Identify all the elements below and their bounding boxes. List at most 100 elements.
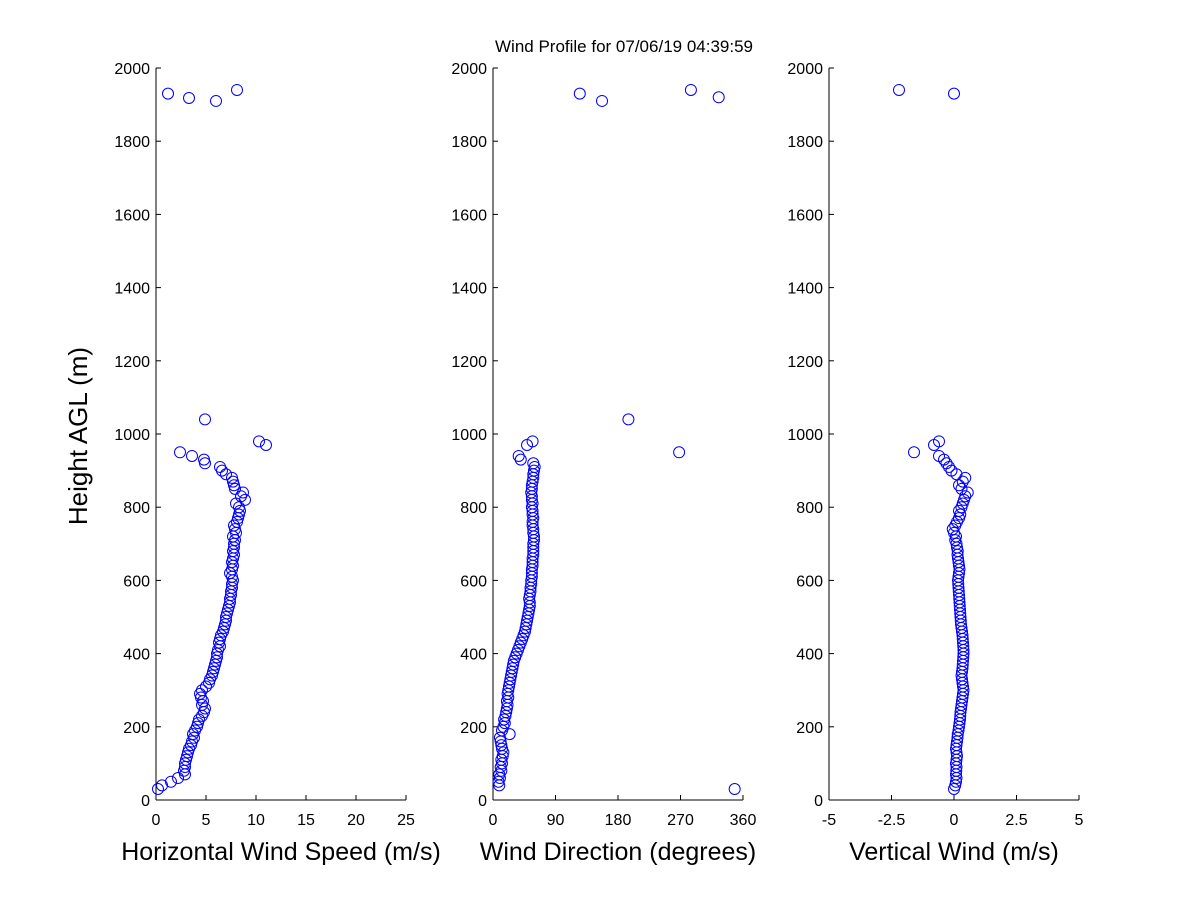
panel-3-data-point	[933, 449, 945, 462]
panel-3-data-point	[933, 435, 945, 448]
panel-3-data-point	[940, 457, 953, 470]
panel-2-data-point	[573, 87, 586, 100]
panel-3-x-axis-label: Vertical Wind (m/s)	[849, 838, 1059, 866]
panel-1-data-point	[181, 750, 193, 763]
panel-1-y-tick-label: 200	[123, 720, 150, 737]
figure-title: Wind Profile for 07/06/19 04:39:59	[495, 37, 753, 56]
panel-1-data-point	[227, 475, 239, 488]
panel-2-data-point	[507, 658, 520, 671]
panel-3-data-point	[946, 523, 959, 536]
panel-3-data-point	[953, 504, 965, 517]
panel-1-x-tick-label: 20	[347, 812, 365, 829]
panel-1-x-tick-label: 0	[152, 812, 161, 829]
panel-2-y-tick-label: 1200	[451, 354, 487, 371]
panel-2-y-tick-label: 200	[460, 720, 487, 737]
panel-1-data-point	[226, 556, 238, 569]
panel-1-data-point	[253, 435, 265, 448]
panel-1-data-point	[231, 515, 243, 528]
panel-2-data-point	[596, 94, 609, 107]
panel-3-y-tick-label: 1400	[787, 281, 823, 298]
panel-2-y-tick-label: 1000	[451, 427, 487, 444]
panel-2-y-tick-label: 800	[460, 500, 487, 517]
panel-1-data-point	[183, 92, 195, 105]
panel-3-y-tick-label: 1600	[787, 207, 823, 224]
panel-1-data-point	[200, 680, 212, 693]
panel-1-data-point	[186, 449, 198, 462]
panel-1-data-point	[182, 746, 194, 759]
panel-1-data-point	[211, 651, 223, 664]
panel-1-data-point	[218, 621, 230, 634]
panel-1-data-point	[207, 665, 219, 678]
panel-1-data-point	[198, 706, 210, 719]
panel-2-data-point	[512, 449, 525, 462]
panel-1-y-tick-label: 1600	[114, 207, 150, 224]
panel-1-y-tick-label: 1000	[114, 427, 150, 444]
panel-1-y-tick-label: 2000	[114, 61, 150, 78]
panel-1-data-point	[239, 493, 251, 506]
panel-1-x-axis-label: Horizontal Wind Speed (m/s)	[121, 838, 441, 866]
panel-3-y-tick-label: 1200	[787, 354, 823, 371]
panel-3-data-point	[961, 486, 974, 499]
panel-3-y-tick-label: 200	[796, 720, 823, 737]
panel-1-data-point	[213, 636, 225, 649]
panel-3-x-tick-label: -5	[822, 812, 836, 829]
panel-2-x-axis-label: Wind Direction (degrees)	[480, 838, 757, 866]
panel-1-y-tick-label: 600	[123, 573, 150, 590]
panel-1-x-tick-label: 10	[247, 812, 265, 829]
panel-3-y-tick-label: 400	[796, 647, 823, 664]
panel-3-x-tick-label: 5	[1075, 812, 1084, 829]
panel-2-data-point	[527, 464, 540, 477]
panel-1-data-point	[227, 530, 239, 543]
panel-3-y-tick-label: 1800	[787, 134, 823, 151]
panel-1-data-point	[233, 501, 245, 514]
panel-3-data-point	[953, 479, 965, 492]
panel-1-y-tick-label: 800	[123, 500, 150, 517]
panel-1-data-point	[230, 526, 242, 539]
panel-2-data-point	[527, 457, 540, 470]
panel-2-y-tick-label: 0	[478, 793, 487, 810]
panel-2-x-tick-label: 0	[489, 812, 498, 829]
panel-2-data-point	[526, 435, 539, 448]
panel-3-data-point	[956, 475, 969, 488]
panel-1-data-point	[226, 471, 238, 484]
panel-1-y-tick-label: 1800	[114, 134, 150, 151]
panel-3-x-tick-label: 2.5	[1005, 812, 1027, 829]
panel-3-data-point	[908, 446, 920, 459]
panel-2-y-tick-label: 1600	[451, 207, 487, 224]
panel-1-data-point	[172, 772, 184, 785]
panel-1-data-point	[210, 94, 222, 107]
panel-1-data-point	[185, 739, 197, 752]
panel-1-data-point	[180, 753, 192, 766]
panel-2-x-tick-label: 180	[605, 812, 632, 829]
panel-2-data-point	[495, 739, 508, 752]
panel-1-data-point	[203, 676, 215, 689]
panel-3-x-tick-label: 0	[950, 812, 959, 829]
panel-2-x-tick-label: 360	[730, 812, 757, 829]
panel-2-data-point	[673, 446, 686, 459]
panel-1-y-tick-label: 0	[141, 793, 150, 810]
panel-1-data-point	[214, 460, 226, 473]
panel-1-data-point	[196, 684, 208, 697]
panel-3-y-tick-label: 800	[796, 500, 823, 517]
panel-2-x-tick-label: 90	[547, 812, 565, 829]
panel-1-data-point	[220, 468, 232, 481]
panel-2-x-tick-label: 270	[667, 812, 694, 829]
panel-1-x-tick-label: 25	[397, 812, 415, 829]
wind-direction-panel: 0 200 400 600 800 1000 1200 1400 1600 1800 2000 0 90…	[451, 61, 756, 866]
panel-1-data-point	[174, 446, 186, 459]
panel-3-data-point	[948, 87, 960, 100]
panel-1-data-point	[206, 669, 218, 682]
figure-y-axis-label: Height AGL (m)	[63, 347, 93, 525]
panel-2-data-point	[506, 662, 519, 675]
panel-2-y-tick-label: 1800	[451, 134, 487, 151]
panel-1-data-point	[209, 658, 221, 671]
panel-1-data-point	[229, 523, 241, 536]
panel-1-data-point	[228, 519, 240, 532]
panel-2-data-point	[503, 728, 516, 741]
panel-3-data-point	[955, 482, 968, 495]
panel-1-x-tick-label: 15	[297, 812, 315, 829]
panel-3-data-point	[959, 490, 972, 503]
panel-1-y-tick-label: 400	[123, 647, 150, 664]
panel-3-data-point	[893, 83, 905, 96]
